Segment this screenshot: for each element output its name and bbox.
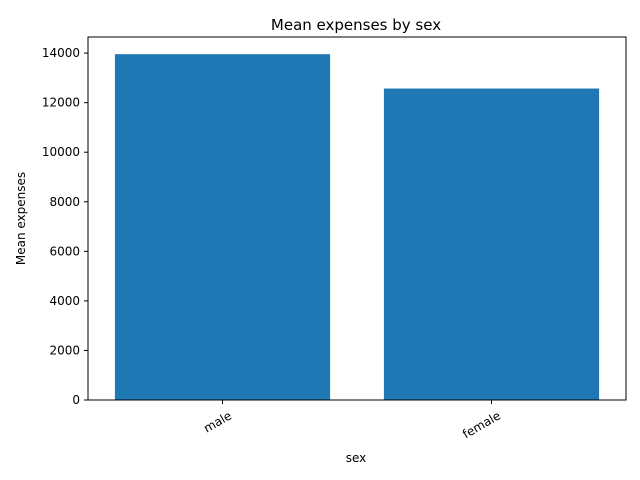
y-tick-label: 12000 <box>42 96 80 110</box>
x-axis: male female <box>201 400 503 441</box>
y-tick-label: 6000 <box>49 244 80 258</box>
x-axis-label: sex <box>346 451 367 465</box>
y-tick-label: 4000 <box>49 294 80 308</box>
y-tick-label: 10000 <box>42 145 80 159</box>
bar-male <box>114 54 331 400</box>
x-tick-label: female <box>460 408 503 441</box>
y-tick-label: 0 <box>72 393 80 407</box>
y-tick-label: 14000 <box>42 46 80 60</box>
x-tick-label: male <box>201 408 234 435</box>
chart-title: Mean expenses by sex <box>271 16 441 34</box>
y-axis: 0 2000 4000 6000 8000 10000 12000 14000 <box>42 46 88 407</box>
y-tick-label: 2000 <box>49 343 80 357</box>
bar-female <box>383 88 600 400</box>
bars-group <box>114 54 600 400</box>
y-tick-label: 8000 <box>49 195 80 209</box>
plot-frame <box>87 36 627 401</box>
y-axis-label: Mean expenses <box>14 172 28 265</box>
